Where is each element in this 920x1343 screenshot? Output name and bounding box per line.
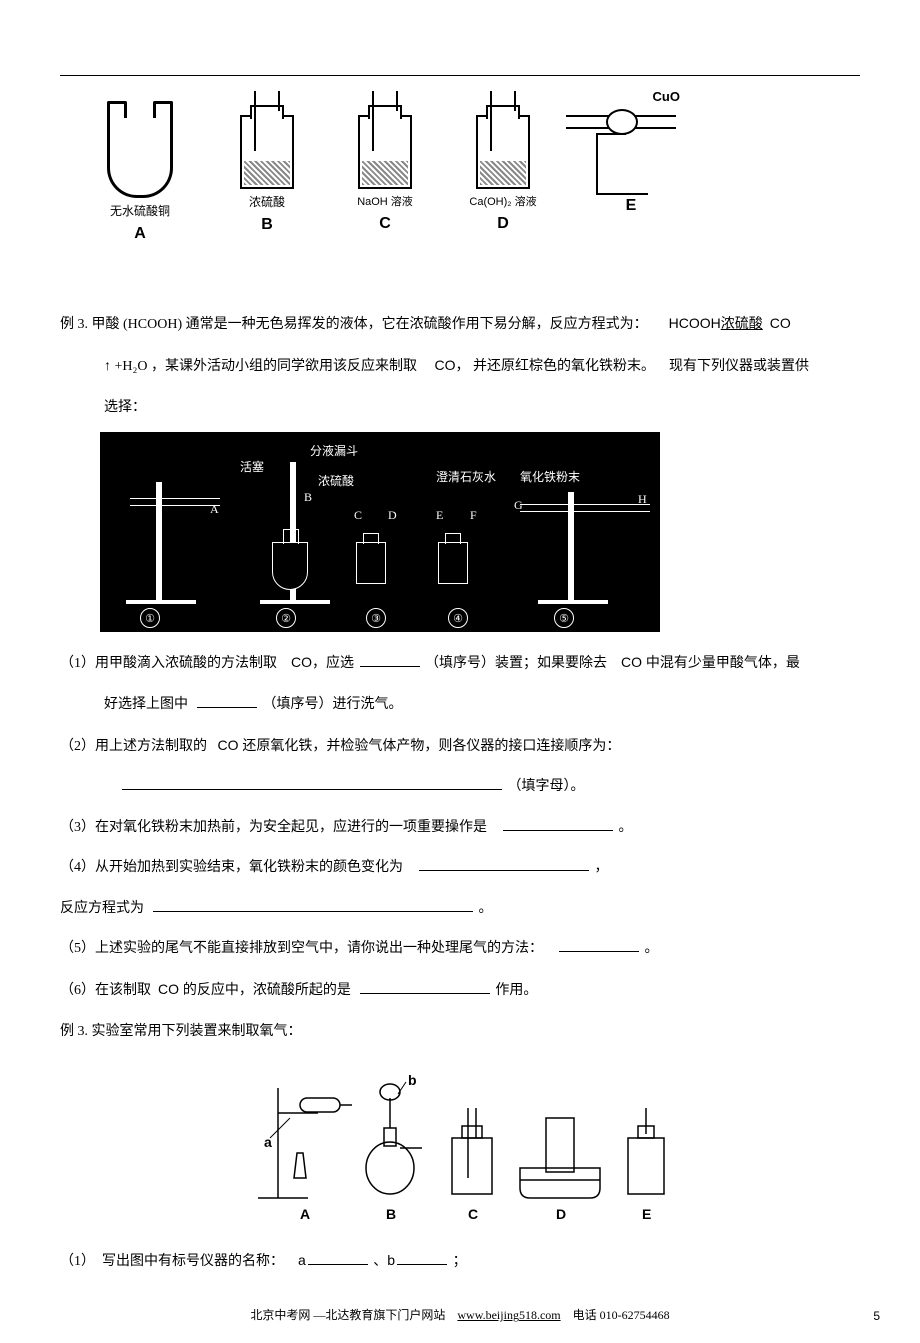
- fig2-circ-5: ⑤: [554, 608, 574, 628]
- q3-line: （3）在对氧化铁粉末加热前，为安全起见，应进行的一项重要操作是 。: [60, 810, 860, 846]
- q5-line: （5）上述实验的尾气不能直接排放到空气中，请你说出一种处理尾气的方法： 。: [60, 931, 860, 967]
- blank-q5: [559, 937, 639, 952]
- fig2-circ-3: ③: [366, 608, 386, 628]
- blank-q4-eqn: [153, 897, 473, 912]
- blank-q1-device: [360, 652, 420, 667]
- apparatus-B-caption: 浓硫酸: [212, 193, 322, 210]
- apparatus-A-letter: A: [80, 225, 200, 243]
- fig2-letter-F: F: [470, 508, 477, 523]
- blank-name-b: [397, 1250, 447, 1265]
- gas-wash-bottle-icon: [240, 115, 294, 189]
- cuo-label: CuO: [653, 89, 680, 104]
- figure-3-oxygen-apparatus: a b A B C D E: [240, 1058, 680, 1228]
- fig3-letter-E: E: [642, 1206, 651, 1222]
- fig2-circ-2: ②: [276, 608, 296, 628]
- q3b-1-line: （1） 写出图中有标号仪器的名称： a 、b ；: [60, 1242, 860, 1280]
- apparatus-E: CuO E: [566, 105, 696, 215]
- fig2-letter-B: B: [304, 490, 312, 505]
- combustion-tube-icon: CuO: [566, 105, 676, 195]
- eq-co2: CO，: [435, 357, 470, 373]
- apparatus-C-caption: NaOH 溶液: [330, 193, 440, 209]
- gas-wash-bottle-icon: [358, 115, 412, 189]
- apparatus-C-letter: C: [330, 215, 440, 233]
- problem-3-tail: 选择：: [104, 400, 146, 415]
- apparatus-E-letter: E: [566, 197, 696, 215]
- fig2-letter-D: D: [388, 508, 397, 523]
- fig3-callout-b: b: [408, 1072, 417, 1088]
- problem-3b-line: 例 3. 实验室常用下列装置来制取氧气：: [60, 1014, 860, 1050]
- footer-link: www.beijing518.com: [457, 1308, 560, 1322]
- problem-3-text-b: ↑ +H₂O ，某课外活动小组的同学欲用该反应来制取: [104, 359, 417, 374]
- problem-3-text-a: 甲酸 (HCOOH) 通常是一种无色易挥发的液体，它在浓硫酸作用下易分解，反应方…: [92, 317, 648, 332]
- problem-3-line1: 例 3. 甲酸 (HCOOH) 通常是一种无色易挥发的液体，它在浓硫酸作用下易分…: [60, 305, 860, 343]
- blank-q3: [503, 816, 613, 831]
- fig2-letter-E: E: [436, 508, 443, 523]
- eq-hcooh: HCOOH: [669, 315, 721, 331]
- eq-co: CO: [770, 315, 791, 331]
- fig2-circ-1: ①: [140, 608, 160, 628]
- fig2-label-nongliusuan: 浓硫酸: [318, 472, 354, 489]
- fig2-letter-C: C: [354, 508, 362, 523]
- page-number: 5: [873, 1309, 880, 1323]
- footer-right: 电话 010-62754468: [573, 1308, 670, 1322]
- apparatus-D-letter: D: [448, 215, 558, 233]
- problem-3-line2: ↑ +H₂O ，某课外活动小组的同学欲用该反应来制取 CO， 并还原红棕色的氧化…: [60, 347, 860, 385]
- blank-q4-color: [419, 856, 589, 871]
- apparatus-B-letter: B: [212, 216, 322, 234]
- q2-line2: （填字母）。: [60, 769, 860, 805]
- figure-2-apparatus-panel: 活塞 分液漏斗 浓硫酸 澄清石灰水 氧化铁粉末 A B C D E F G H …: [100, 432, 660, 632]
- fig2-label-fenye: 分液漏斗: [310, 442, 358, 459]
- q4b-line: 反应方程式为 。: [60, 891, 860, 927]
- apparatus-B: 浓硫酸 B: [212, 115, 322, 234]
- problem-3-line3: 选择：: [60, 390, 860, 426]
- blank-name-a: [308, 1250, 368, 1265]
- fig2-label-yanghuatie: 氧化铁粉末: [520, 468, 580, 485]
- fig2-label-huosai: 活塞: [240, 458, 264, 475]
- problem-3-heading: 例 3.: [60, 317, 88, 332]
- fig3-letter-B: B: [386, 1206, 396, 1222]
- footer-left: 北京中考网 —北达教育旗下门户网站: [250, 1308, 445, 1322]
- blank-q1-wash: [197, 693, 257, 708]
- q4-line: （4）从开始加热到实验结束，氧化铁粉末的颜色变化为 ，: [60, 850, 860, 886]
- problem-3-text-d: 现有下列仪器或装置供: [669, 359, 809, 374]
- eq-condition: 浓硫酸: [721, 317, 763, 332]
- apparatus-D: Ca(OH)₂ 溶液 D: [448, 115, 558, 233]
- apparatus-A: 无水硫酸铜 A: [80, 115, 200, 243]
- fig3-letter-A: A: [300, 1206, 310, 1222]
- fig2-circ-4: ④: [448, 608, 468, 628]
- problem-3-text-c: 并还原红棕色的氧化铁粉末。: [473, 359, 655, 374]
- fig3-svg: [240, 1058, 680, 1228]
- apparatus-D-caption: Ca(OH)₂ 溶液: [448, 193, 558, 209]
- q1-line1: （1）用甲酸滴入浓硫酸的方法制取 CO，应选 （填序号）装置；如果要除去 CO …: [60, 644, 860, 682]
- blank-q2-order: [122, 775, 502, 790]
- apparatus-C: NaOH 溶液 C: [330, 115, 440, 233]
- figure-1-apparatus-row: 无水硫酸铜 A 浓硫酸 B NaOH 溶液 C Ca(OH)₂ 溶液 D CuO: [60, 105, 860, 265]
- fig3-callout-a: a: [264, 1134, 272, 1150]
- fig2-label-shihui: 澄清石灰水: [436, 468, 496, 485]
- blank-q6: [360, 979, 490, 994]
- fig3-letter-C: C: [468, 1206, 478, 1222]
- q1-line2: 好选择上图中 （填序号）进行洗气。: [60, 687, 860, 723]
- u-tube-icon: [107, 115, 173, 198]
- gas-wash-bottle-icon: [476, 115, 530, 189]
- page-top-rule: [60, 75, 860, 76]
- q6-line: （6）在该制取 CO 的反应中，浓硫酸所起的是 作用。: [60, 971, 860, 1009]
- q2-line1: （2）用上述方法制取的 CO 还原氧化铁，并检验气体产物，则各仪器的接口连接顺序…: [60, 727, 860, 765]
- fig3-letter-D: D: [556, 1206, 566, 1222]
- apparatus-A-caption: 无水硫酸铜: [80, 202, 200, 219]
- page-footer: 北京中考网 —北达教育旗下门户网站 www.beijing518.com 电话 …: [60, 1306, 860, 1323]
